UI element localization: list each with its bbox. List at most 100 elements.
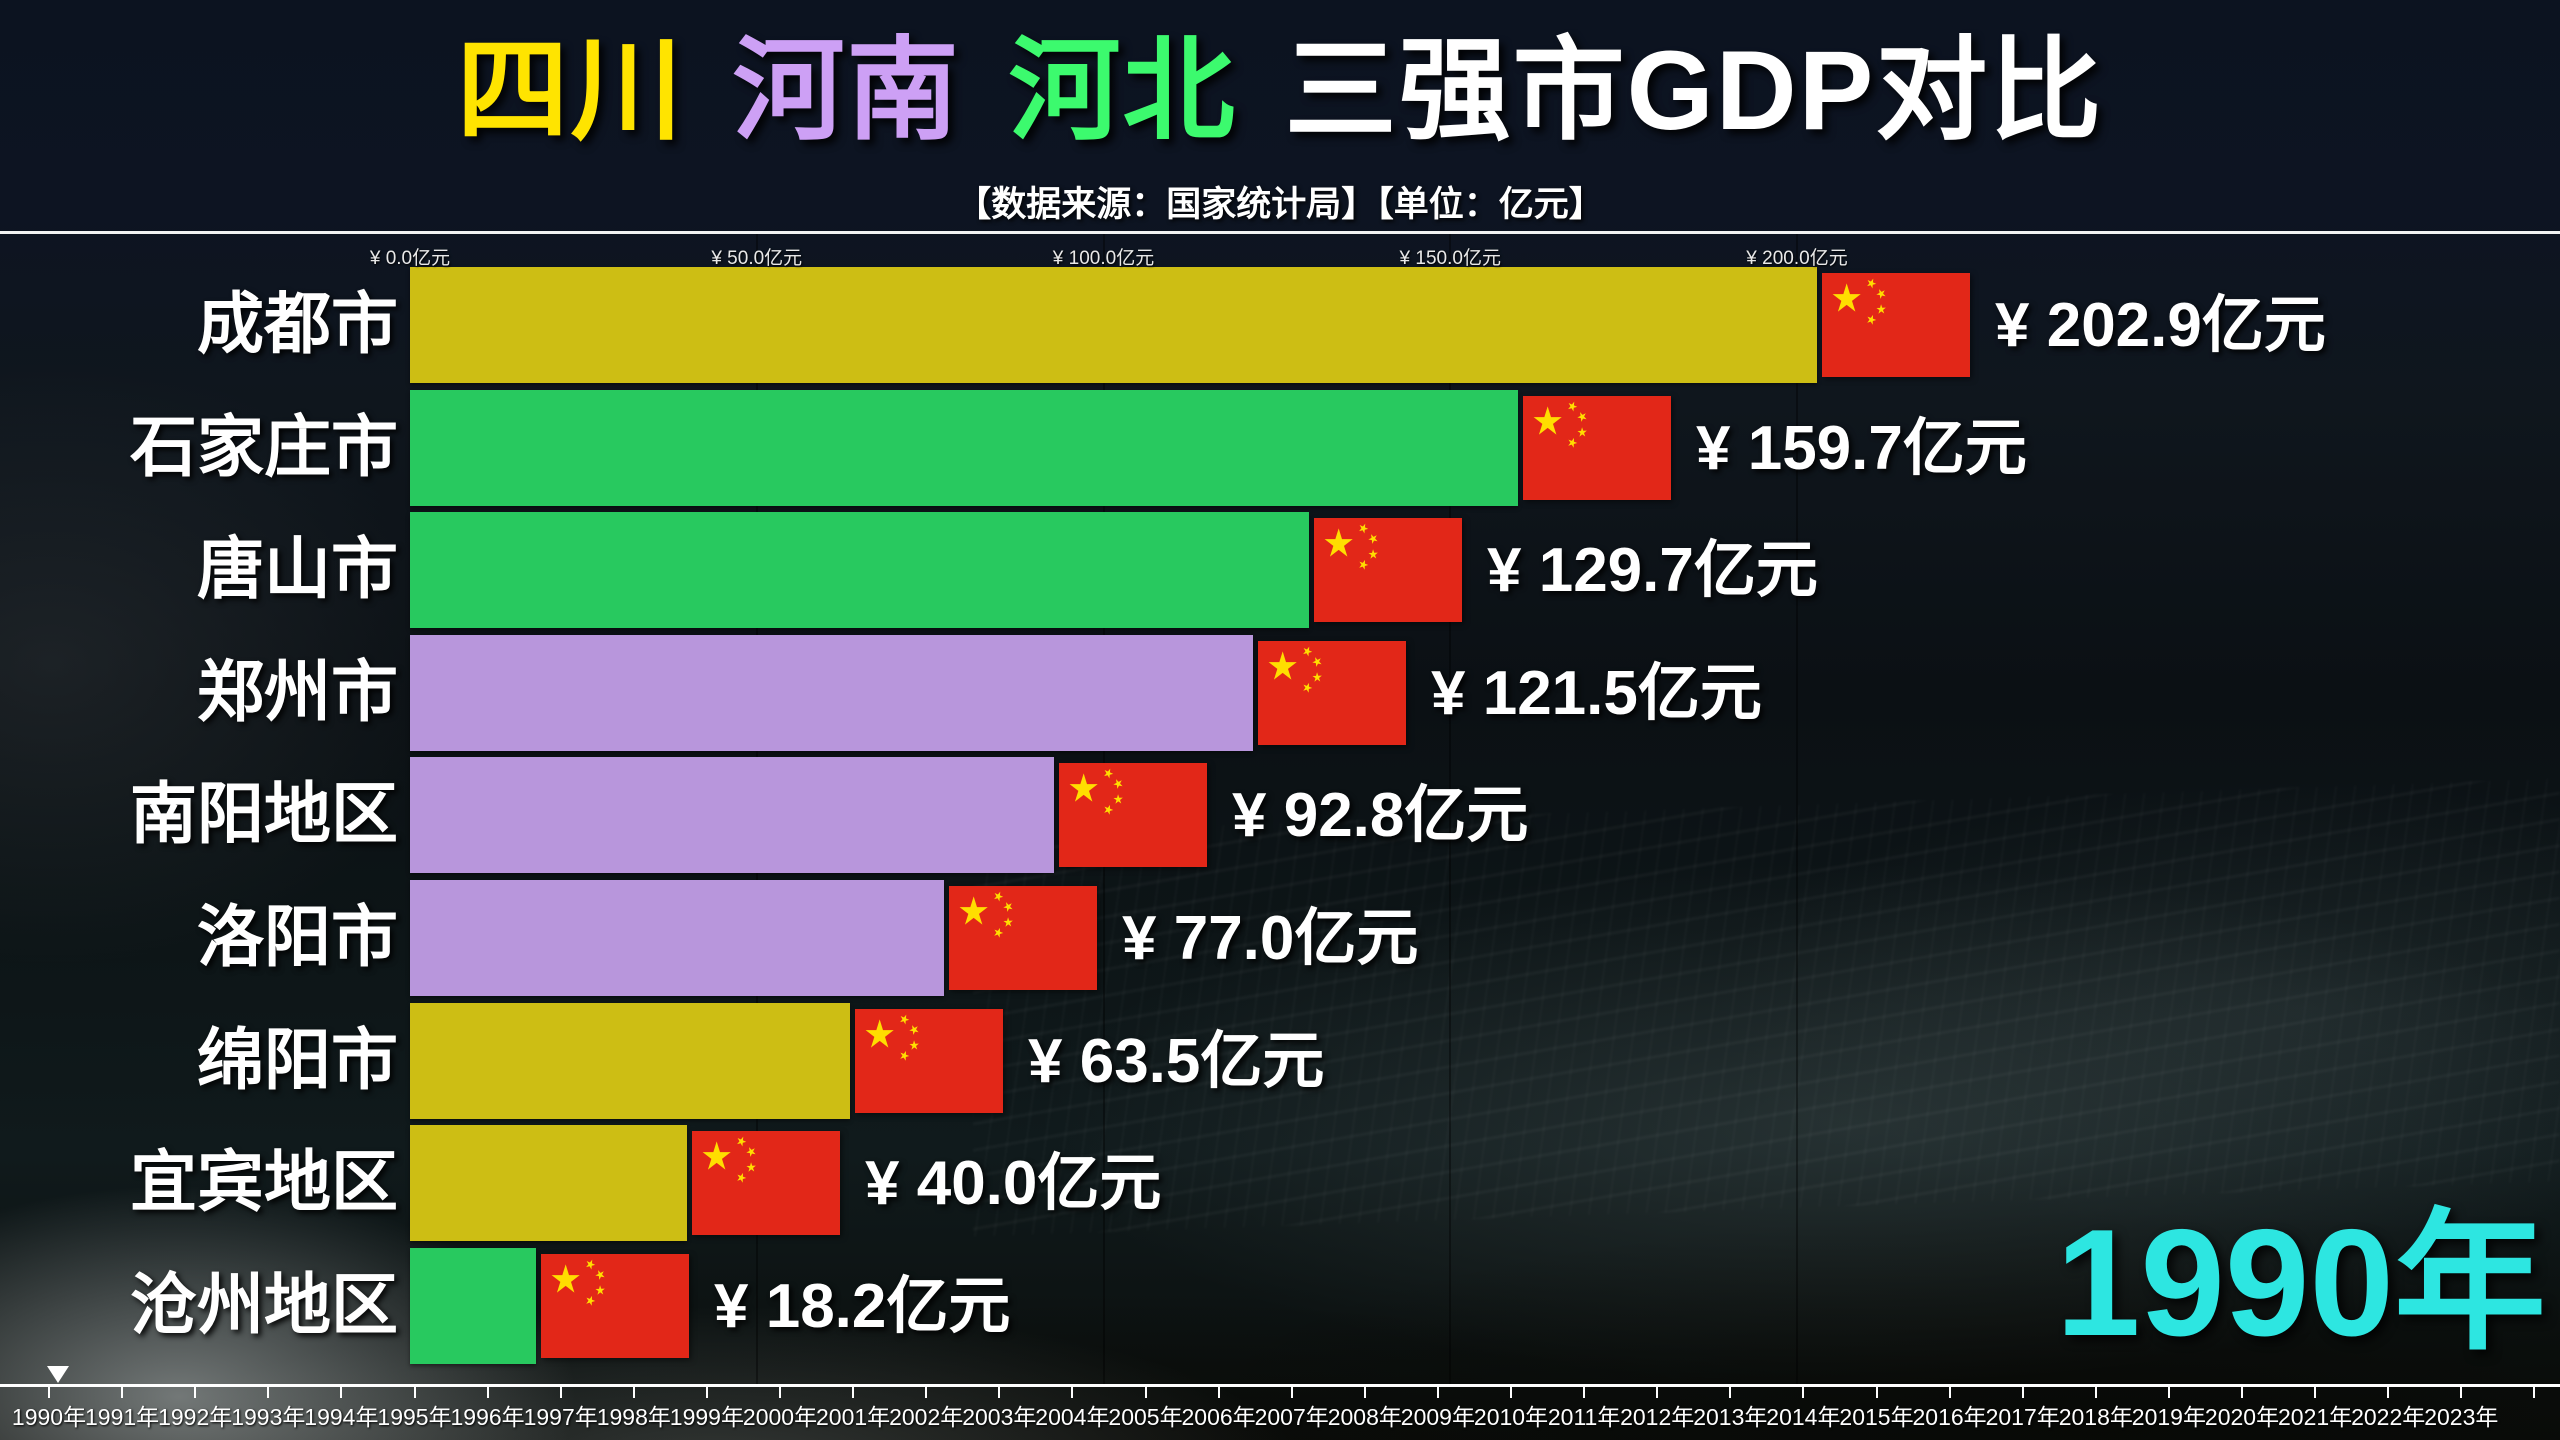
timeline-year-label: 2015年 <box>1839 1404 1914 1430</box>
timeline-tick <box>413 1387 416 1398</box>
timeline-tick <box>267 1387 270 1398</box>
timeline-tick <box>852 1387 855 1398</box>
timeline-year-label: 2016年 <box>1912 1404 1987 1430</box>
timeline-tick <box>486 1387 489 1398</box>
timeline-year-label: 2007年 <box>1254 1404 1329 1430</box>
gdp-value-label: ¥ 121.5亿元 <box>1431 659 1762 728</box>
bar-row: 石家庄市 ¥ 159.7亿元 <box>0 390 2560 506</box>
gdp-bar <box>410 390 1518 506</box>
title-segment: 河北 <box>1008 28 1237 153</box>
china-flag-icon <box>855 1009 1003 1113</box>
timeline-year-label: 2013年 <box>1693 1404 1768 1430</box>
timeline-tick <box>705 1387 708 1398</box>
timeline-tick <box>2460 1387 2463 1398</box>
timeline-year-label: 2019年 <box>2131 1404 2206 1430</box>
title-segment: 河南 <box>732 28 961 153</box>
timeline-year-label: 1990年 <box>11 1404 87 1430</box>
bar-row: 唐山市 ¥ 129.7亿元 <box>0 512 2560 628</box>
timeline-year-label: 2023年 <box>2424 1404 2499 1430</box>
x-axis-line <box>0 231 2560 234</box>
city-label: 沧州地区 <box>130 1268 398 1343</box>
timeline-year-label: 2021年 <box>2278 1404 2353 1430</box>
timeline-year-label: 1998年 <box>596 1404 671 1430</box>
timeline-tick <box>2533 1387 2536 1398</box>
gdp-bar <box>410 1125 687 1241</box>
timeline-tick <box>2167 1387 2170 1398</box>
timeline-tick <box>340 1387 343 1398</box>
timeline-tick <box>1510 1387 1512 1398</box>
gdp-value-label: ¥ 18.2亿元 <box>714 1272 1011 1341</box>
x-axis-tick-label: ¥ 50.0亿元 <box>711 248 803 269</box>
timeline-tick <box>2021 1387 2024 1398</box>
timeline-year-label: 1994年 <box>304 1404 379 1430</box>
current-year-display: 1990年 <box>2055 1198 2546 1368</box>
gdp-bar <box>410 512 1309 628</box>
timeline-tick <box>1144 1387 1147 1398</box>
timeline-axis-line <box>0 1384 2560 1387</box>
timeline-tick <box>194 1387 197 1398</box>
timeline-year-label: 2009年 <box>1400 1404 1475 1430</box>
bar-row: 沧州地区 ¥ 18.2亿元 <box>0 1248 2560 1364</box>
x-axis-tick-label: ¥ 0.0亿元 <box>369 248 451 269</box>
china-flag-icon <box>1523 396 1671 500</box>
timeline-year-label: 2001年 <box>816 1404 891 1430</box>
china-flag-icon <box>692 1131 840 1235</box>
timeline-tick <box>998 1387 1001 1398</box>
china-flag-icon <box>949 886 1097 990</box>
timeline-year-label: 1991年 <box>85 1404 160 1430</box>
x-axis-tick-label: ¥ 150.0亿元 <box>1399 248 1501 269</box>
timeline-year-label: 2014年 <box>1766 1404 1841 1430</box>
timeline-year-label: 1992年 <box>158 1404 233 1430</box>
timeline-tick <box>1217 1387 1220 1398</box>
gdp-value-label: ¥ 92.8亿元 <box>1232 781 1529 850</box>
timeline-year-label: 2008年 <box>1327 1404 1402 1430</box>
china-flag-icon <box>541 1254 689 1358</box>
gdp-bar <box>410 1003 850 1119</box>
city-label: 石家庄市 <box>130 410 398 485</box>
timeline-year-label: 2020年 <box>2204 1404 2280 1430</box>
x-axis-tick-label: ¥ 200.0亿元 <box>1746 248 1848 269</box>
bar-row: 绵阳市 ¥ 63.5亿元 <box>0 1003 2560 1119</box>
timeline-year-label: 2011年 <box>1547 1404 1621 1430</box>
bar-row: 洛阳市 ¥ 77.0亿元 <box>0 880 2560 996</box>
timeline-tick <box>1802 1387 1805 1398</box>
city-label: 洛阳市 <box>197 900 398 975</box>
city-label: 郑州市 <box>197 655 398 730</box>
timeline-year-label: 2017年 <box>1985 1404 2060 1430</box>
timeline-tick <box>1875 1387 1878 1398</box>
timeline-year-label: 1996年 <box>450 1404 525 1430</box>
city-label: 唐山市 <box>197 532 398 607</box>
timeline-year-label: 1997年 <box>523 1404 598 1430</box>
gdp-bar <box>410 635 1253 751</box>
city-label: 成都市 <box>197 287 398 362</box>
timeline-year-label: 2010年 <box>1473 1404 1549 1430</box>
timeline-tick <box>1290 1387 1293 1398</box>
timeline-year-label: 2022年 <box>2351 1404 2426 1430</box>
timeline-year-label: 2003年 <box>962 1404 1037 1430</box>
title-segment: 三强市GDP对比 <box>1284 28 2104 153</box>
gdp-bar <box>410 880 944 996</box>
timeline-tick <box>559 1387 562 1398</box>
bar-row: 成都市 ¥ 202.9亿元 <box>0 267 2560 383</box>
timeline-year-label: 2018年 <box>2058 1404 2133 1430</box>
bar-row: 南阳地区 ¥ 92.8亿元 <box>0 757 2560 873</box>
gridline <box>1449 234 1452 1384</box>
timeline-tick <box>2314 1387 2317 1398</box>
subtitle: 【数据来源：国家统计局】【单位：亿元】 <box>956 185 1604 224</box>
timeline-tick <box>1071 1387 1074 1398</box>
gdp-value-label: ¥ 129.7亿元 <box>1487 536 1818 605</box>
gdp-value-label: ¥ 63.5亿元 <box>1028 1027 1325 1096</box>
gdp-bar <box>410 267 1817 383</box>
city-label: 南阳地区 <box>130 777 398 852</box>
timeline-tick <box>1729 1387 1732 1398</box>
gdp-bar <box>410 757 1054 873</box>
china-flag-icon <box>1822 273 1970 377</box>
china-flag-icon <box>1059 763 1207 867</box>
timeline-tick <box>2094 1387 2097 1398</box>
timeline-tick <box>121 1387 124 1398</box>
timeline-year-label: 2004年 <box>1035 1404 1110 1430</box>
gdp-value-label: ¥ 159.7亿元 <box>1696 414 2027 483</box>
timeline-year-label: 2012年 <box>1620 1404 1695 1430</box>
city-label: 宜宾地区 <box>130 1145 398 1220</box>
x-axis-tick-label: ¥ 100.0亿元 <box>1052 248 1155 269</box>
